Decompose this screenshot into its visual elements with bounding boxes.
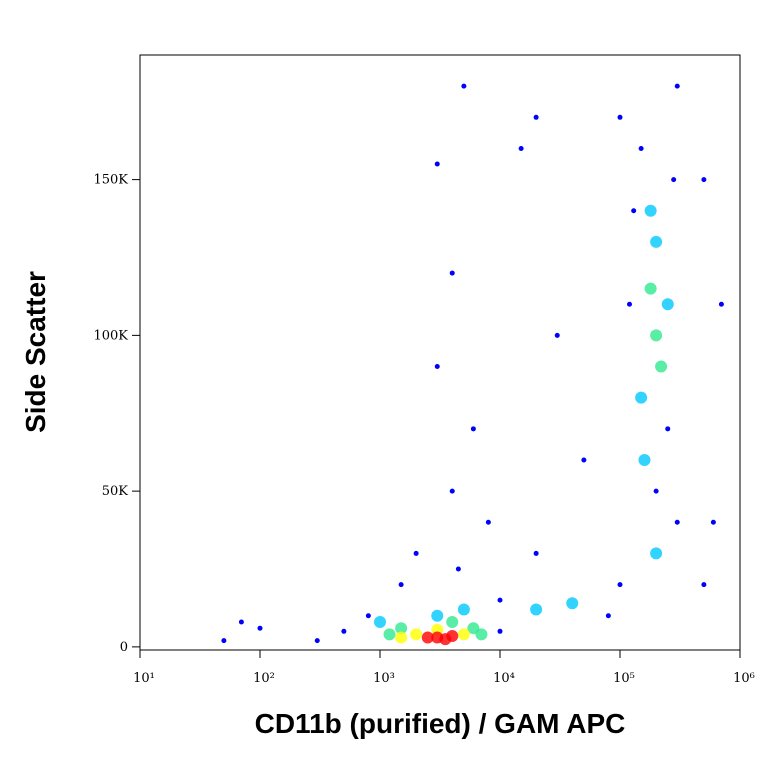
point — [457, 628, 470, 641]
point — [718, 301, 724, 307]
point — [314, 638, 320, 644]
x-tick-label: 10⁴ — [493, 671, 515, 686]
point — [665, 426, 671, 432]
point — [674, 83, 680, 89]
x-axis-title: CD11b (purified) / GAM APC — [255, 708, 626, 739]
point — [638, 145, 644, 151]
point — [518, 145, 524, 151]
point — [581, 457, 587, 463]
point — [431, 609, 444, 622]
point — [638, 453, 651, 466]
point — [655, 360, 668, 373]
point — [365, 613, 371, 619]
point — [533, 114, 539, 120]
point — [470, 426, 476, 432]
point — [221, 638, 227, 644]
point — [374, 615, 386, 628]
point — [605, 613, 611, 619]
point — [627, 301, 633, 307]
point — [661, 298, 674, 311]
x-tick-label: 10² — [253, 671, 275, 686]
point — [533, 550, 539, 556]
point — [395, 622, 408, 635]
point — [446, 629, 459, 642]
point — [383, 628, 396, 641]
point — [710, 519, 716, 525]
point — [554, 332, 560, 338]
point — [653, 488, 659, 494]
point — [475, 628, 488, 641]
x-tick-label: 10⁵ — [613, 671, 635, 686]
x-tick-label: 10³ — [373, 671, 395, 686]
point — [644, 282, 657, 295]
point — [566, 597, 579, 610]
point — [701, 582, 707, 588]
point — [410, 628, 423, 641]
point — [701, 177, 707, 183]
point — [341, 628, 347, 634]
point — [413, 550, 419, 556]
point — [650, 235, 663, 248]
y-tick-label: 0 — [120, 640, 128, 655]
point — [257, 625, 263, 631]
x-tick-label: 10⁶ — [733, 671, 755, 686]
point — [671, 177, 677, 183]
point — [446, 615, 459, 628]
point — [650, 547, 663, 560]
point — [449, 488, 455, 494]
point — [617, 114, 623, 120]
point — [455, 566, 461, 572]
plot-frame — [139, 54, 741, 651]
point — [434, 161, 440, 167]
point — [644, 204, 657, 217]
point — [461, 83, 467, 89]
point — [485, 519, 491, 525]
point — [674, 519, 680, 525]
point — [650, 329, 663, 342]
point — [635, 391, 648, 404]
x-tick-label: 10¹ — [133, 671, 155, 686]
point — [617, 582, 623, 588]
y-tick-label: 50K — [102, 484, 129, 499]
point — [398, 582, 404, 588]
y-tick-label: 150K — [93, 173, 128, 188]
point — [238, 619, 244, 625]
point — [421, 631, 434, 644]
point — [530, 603, 543, 616]
point — [449, 270, 455, 276]
point — [631, 208, 637, 214]
point — [457, 603, 470, 616]
y-axis-title: Side Scatter — [20, 271, 51, 433]
point — [434, 364, 440, 370]
y-tick-label: 100K — [93, 328, 128, 343]
point — [395, 631, 408, 644]
point — [497, 597, 503, 603]
point — [497, 628, 503, 634]
